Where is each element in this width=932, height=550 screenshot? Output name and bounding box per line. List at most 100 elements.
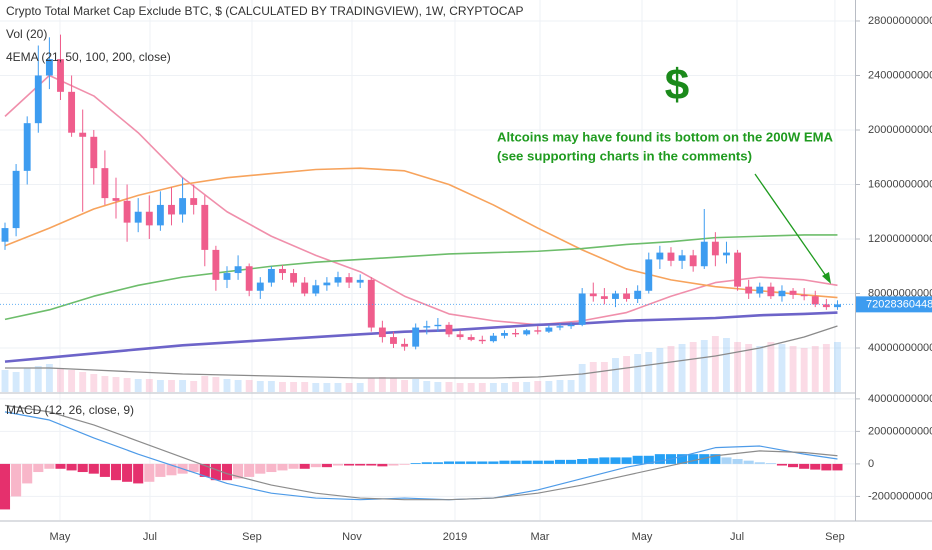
annotation-arrow (754, 173, 827, 277)
candle-body (23, 123, 31, 171)
x-tick-label: Jul (143, 531, 157, 543)
macd-histogram-bar (688, 454, 699, 464)
y-tick-label: 280000000000 (868, 15, 932, 27)
macd-histogram-bar (44, 463, 55, 469)
macd-histogram-bar (166, 463, 177, 476)
macd-histogram-bar (421, 462, 432, 464)
y-tick-label: -20000000000 (868, 490, 932, 502)
x-tick-label: 2019 (443, 531, 467, 543)
candle-body (501, 333, 508, 336)
volume-bar (12, 372, 20, 392)
dollar-icon: $ (665, 61, 689, 110)
volume-bar (600, 362, 608, 392)
volume-bar (445, 382, 453, 392)
x-tick-label: Nov (342, 531, 362, 543)
volume-bar (689, 342, 697, 392)
macd-histogram-bar (388, 463, 399, 466)
candle-body (512, 333, 520, 335)
ema-line (4, 167, 838, 299)
volume-bar (556, 380, 564, 392)
macd-histogram-bar (643, 455, 654, 464)
macd-histogram-bar (110, 463, 122, 481)
macd-histogram-bar (832, 463, 843, 471)
volume-bar (79, 372, 87, 392)
candle-body (834, 304, 841, 308)
candle-body (623, 293, 631, 299)
macd-histogram-bar (632, 455, 643, 464)
candle-body (534, 330, 542, 332)
volume-bar (245, 380, 253, 392)
candle-body (201, 204, 209, 250)
candle-body (323, 282, 331, 286)
candle-body (212, 249, 220, 280)
volume-bar (423, 381, 431, 392)
candle-body (301, 282, 309, 294)
macd-histogram-bar (577, 459, 588, 464)
volume-bar (290, 382, 298, 392)
candle-body (745, 286, 753, 294)
candle-body (190, 198, 198, 205)
macd-histogram-bar (321, 463, 332, 468)
y-tick-label: 0 (868, 458, 874, 470)
volume-bar (390, 378, 397, 392)
candle-body (356, 279, 364, 283)
candle-body (612, 293, 619, 299)
volume-bar (279, 382, 286, 392)
y-tick-label: 40000000000 (868, 393, 932, 405)
volume-bar (90, 374, 98, 392)
candle-body (589, 293, 597, 297)
volume-bar (101, 376, 109, 392)
annotation-arrowhead (822, 272, 831, 284)
macd-histogram-bar (543, 460, 554, 464)
candle-body (434, 324, 442, 327)
candle-body (256, 282, 264, 291)
candle-body (567, 324, 575, 327)
volume-bar (667, 346, 675, 392)
volume-bar (656, 348, 664, 392)
macd-histogram-bar (122, 463, 133, 482)
macd-histogram-bar (288, 463, 299, 469)
volume-bar (134, 379, 142, 392)
candle-body (800, 294, 808, 297)
candle-body (279, 268, 286, 274)
candle-body (145, 211, 153, 226)
macd-histogram-bar (765, 463, 776, 464)
macd-line (4, 404, 838, 501)
volume-bar (223, 379, 231, 392)
volume-bar (578, 364, 586, 392)
candle-body (445, 324, 453, 335)
candle-body (756, 286, 764, 294)
candle-body (267, 268, 275, 283)
candle-body (345, 277, 353, 283)
macd-histogram-bar (355, 463, 366, 466)
candle-body (156, 204, 164, 226)
last-price-box (856, 296, 932, 313)
volume-bar (789, 346, 797, 392)
candle-body (79, 132, 87, 137)
volume-bar (356, 383, 364, 392)
volume-bar (456, 383, 464, 392)
macd-histogram-bar (455, 461, 466, 464)
macd-histogram-bar (610, 457, 621, 464)
volume-bar (700, 340, 708, 392)
candle-body (12, 170, 20, 229)
macd-histogram-bar (233, 463, 244, 479)
macd-histogram-bar (255, 463, 266, 474)
macd-histogram-bar (532, 460, 543, 464)
macd-histogram-bar (210, 463, 221, 481)
candle-body (778, 290, 786, 297)
macd-histogram-bar (244, 463, 255, 477)
volume-bar (756, 346, 764, 392)
macd-histogram-bar (732, 459, 743, 464)
volume-bar (112, 377, 120, 392)
macd-histogram-bar (221, 463, 233, 481)
macd-histogram-bar (133, 463, 144, 484)
annotation-line: (see supporting charts in the comments) (497, 148, 752, 163)
volume-bar (378, 377, 386, 392)
macd-histogram-bar (266, 463, 277, 473)
volume-bar (45, 364, 53, 392)
candle-body (123, 200, 131, 223)
candle-body (689, 255, 697, 267)
